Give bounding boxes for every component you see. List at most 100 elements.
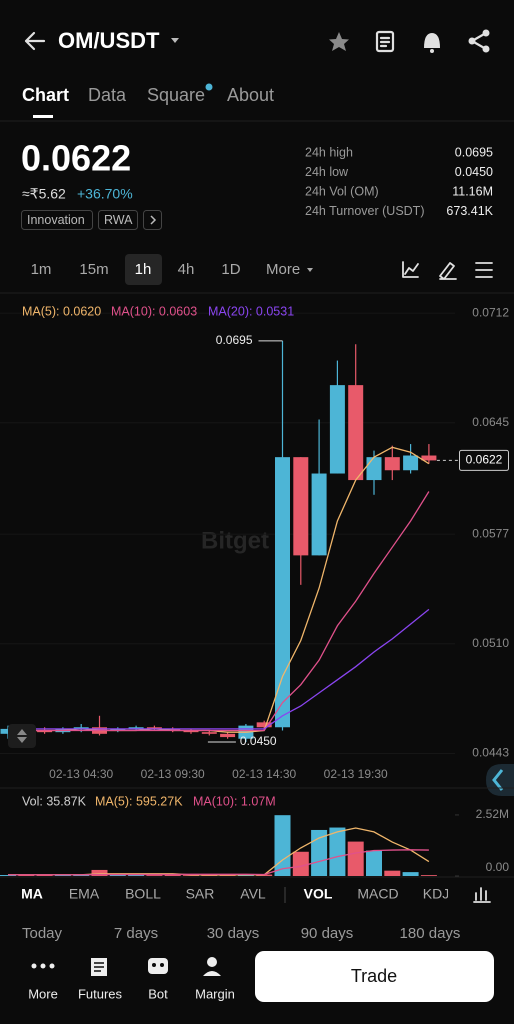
interval[interactable]: 15m <box>79 261 108 278</box>
price-chart: 0.0443 0.0510 0.0577 0.0645 0.0712 02-13 04:3… <box>0 304 509 781</box>
chart-type-icon[interactable] <box>402 261 419 278</box>
last-price: 0.0622 <box>21 138 131 179</box>
x-tick-label: 02-13 04:30 <box>49 767 113 781</box>
indicator-tab[interactable]: SAR <box>186 886 215 902</box>
volume-bar <box>91 869 108 876</box>
candle-body <box>384 457 400 471</box>
interval[interactable]: 4h <box>178 261 195 278</box>
indicator-tab[interactable]: MACD <box>357 886 398 902</box>
stat-label: 24h low <box>305 165 349 179</box>
ma-line <box>8 491 430 732</box>
interval[interactable]: More <box>266 261 300 278</box>
legend-entry: MA(10): 1.07M <box>193 794 276 808</box>
candle-body <box>293 457 309 556</box>
tab[interactable]: Data <box>88 85 127 105</box>
interval[interactable]: 1h <box>135 261 152 278</box>
tab[interactable]: Square <box>147 85 205 105</box>
candle-body <box>165 728 181 731</box>
range-bar: Today 7 days 30 days 90 days 180 days <box>22 925 460 942</box>
indicator-tab[interactable]: MA <box>21 886 43 902</box>
side-handle[interactable] <box>486 764 514 796</box>
volume-chart: 0.00 2.52M Vol: 35.87K MA(5): 595.27K MA(10)… <box>0 794 510 877</box>
y-tick-label: 0.00 <box>486 860 510 874</box>
candle-body <box>256 722 272 728</box>
nav-icon-more[interactable] <box>31 963 55 969</box>
stat-value: 0.0450 <box>455 165 493 179</box>
interval-selected <box>125 254 162 285</box>
indicator-tab[interactable]: VOL <box>304 886 333 902</box>
chart-expand[interactable] <box>8 724 36 748</box>
volume-bar <box>274 815 291 876</box>
more-dropdown <box>307 268 313 272</box>
indicator-tab[interactable]: BOLL <box>125 886 161 902</box>
range-tab[interactable]: 30 days <box>207 925 260 942</box>
share-icon[interactable] <box>468 29 490 53</box>
range-tab[interactable]: Today <box>22 925 63 942</box>
range-tab[interactable]: 180 days <box>400 925 461 942</box>
high-label: 0.0695 <box>216 333 253 347</box>
volume-bar <box>128 875 145 876</box>
candle-body <box>128 727 144 729</box>
candle-body <box>311 473 327 556</box>
tag-box[interactable] <box>21 210 93 230</box>
volume-bar <box>311 829 328 876</box>
indicator-tab[interactable]: KDJ <box>423 886 449 902</box>
settings-icon[interactable] <box>475 262 493 278</box>
volume-bar <box>384 870 401 876</box>
volume-bar <box>420 875 437 876</box>
trade-button[interactable] <box>255 951 494 1002</box>
range-tab[interactable]: 90 days <box>301 925 354 942</box>
candle-body <box>366 457 382 481</box>
indicator-settings[interactable] <box>473 887 491 903</box>
local-price: ≈₹5.62 <box>22 186 66 202</box>
stat-label: 24h Vol (OM) <box>305 184 379 198</box>
x-tick-label: 02-13 09:30 <box>141 767 205 781</box>
nav-icon-margin[interactable] <box>207 957 217 967</box>
tag[interactable]: RWA <box>104 213 133 227</box>
pair-dropdown[interactable] <box>171 38 179 43</box>
y-tick-label: 0.0577 <box>472 526 509 540</box>
info-icon[interactable] <box>375 30 395 53</box>
side-handle-arrow <box>492 769 504 791</box>
indicator-tab[interactable]: EMA <box>69 886 100 902</box>
candle-body <box>37 730 53 733</box>
stat-value: 11.16M <box>452 184 493 198</box>
nav-icon-bot[interactable] <box>148 958 168 974</box>
stat-value: 673.41K <box>446 204 493 218</box>
tag[interactable]: Innovation <box>27 213 85 227</box>
candle-body <box>73 727 89 729</box>
nav-label[interactable]: Bot <box>148 986 168 1001</box>
low-label: 0.0450 <box>240 734 277 748</box>
last-price-label: 0.0622 <box>466 453 503 467</box>
indicator-tab[interactable]: AVL <box>240 886 266 902</box>
interval[interactable]: 1D <box>221 261 240 278</box>
alert-icon[interactable] <box>424 33 440 48</box>
stat-value: 0.0695 <box>455 145 493 159</box>
nav-label[interactable]: Margin <box>195 986 235 1001</box>
tab[interactable]: Chart <box>22 85 69 105</box>
pair-title[interactable]: OM/USDT <box>58 28 160 53</box>
back-button[interactable] <box>24 31 46 51</box>
legend-entry: MA(10): 0.0603 <box>111 304 197 318</box>
volume-ma-line <box>8 849 429 876</box>
watermark: Bitget <box>201 527 269 554</box>
tag-box[interactable] <box>98 210 138 230</box>
legend-entry: MA(20): 0.0531 <box>208 304 294 318</box>
nav-label[interactable]: Futures <box>78 986 123 1001</box>
stats: 24h high 0.0695 24h low 0.0450 24h Vol (OM) 1… <box>305 145 494 218</box>
draw-icon[interactable] <box>439 262 457 280</box>
tags-more[interactable] <box>143 210 162 230</box>
range-tab[interactable]: 7 days <box>114 925 158 942</box>
tab[interactable]: About <box>227 85 274 105</box>
ma-line <box>8 608 430 730</box>
nav-label[interactable]: More <box>28 986 58 1001</box>
candle-body <box>110 728 126 731</box>
legend-entry: MA(5): 595.27K <box>95 794 183 808</box>
legend-entry: MA(5): 0.0620 <box>22 304 101 318</box>
interval[interactable]: 1m <box>31 261 52 278</box>
y-tick-label: 2.52M <box>476 807 509 821</box>
trade-button-label[interactable]: Trade <box>351 966 397 986</box>
favorite-icon[interactable] <box>329 32 349 51</box>
volume-bar <box>366 850 382 876</box>
price-change: +36.70% <box>77 186 133 202</box>
